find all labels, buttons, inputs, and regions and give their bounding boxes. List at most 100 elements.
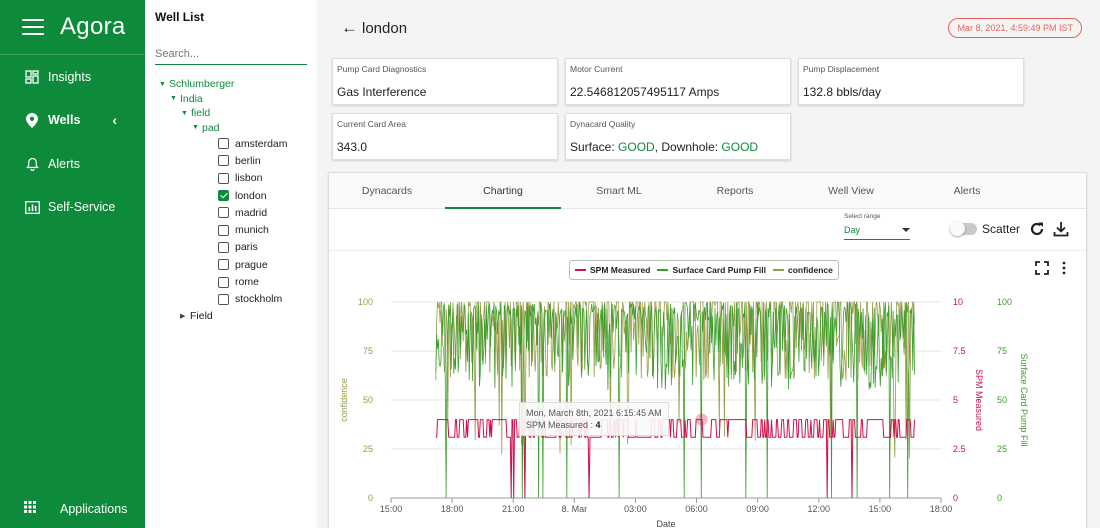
chart-legend: SPM Measured Surface Card Pump Fill conf… (569, 260, 839, 280)
well-list-title: Well List (155, 10, 205, 24)
well-checkbox[interactable] (218, 207, 229, 219)
well-item-rome[interactable]: rome (155, 273, 307, 290)
bell-icon (24, 156, 40, 172)
well-label: paris (235, 241, 258, 254)
card-value: Surface: GOOD, Downhole: GOOD (570, 140, 759, 154)
caret-down-icon[interactable]: ▼ (159, 80, 166, 88)
more-vert-icon[interactable] (1060, 261, 1068, 275)
tab-dynacards[interactable]: Dynacards (361, 185, 413, 197)
fullscreen-icon[interactable] (1035, 261, 1049, 275)
y-axis-title-fill: Surface Card Pump Fill (1019, 353, 1029, 446)
card-pump-card-diagnostics: Pump Card Diagnostics Gas Interference (332, 58, 558, 105)
y-tick-confidence: 0 (368, 493, 373, 503)
well-label: munich (235, 224, 269, 237)
chart-tooltip: Mon, March 8th, 2021 6:15:45 AM SPM Meas… (519, 402, 669, 436)
series-line-spm (435, 419, 915, 499)
brand-name: Agora (60, 13, 126, 40)
tab-smart-ml[interactable]: Smart ML (596, 185, 642, 197)
well-checkbox[interactable] (218, 138, 229, 150)
sidebar-item-alerts[interactable]: Alerts (0, 142, 145, 186)
well-checkbox[interactable] (218, 155, 229, 167)
chart-toolbar: Select range Day Scatter (329, 209, 1086, 251)
caret-right-icon[interactable]: ▶ (180, 313, 186, 321)
caret-down-icon[interactable]: ▼ (181, 109, 188, 117)
well-item-berlin[interactable]: berlin (155, 152, 307, 169)
tree-node-field[interactable]: ▼ field (181, 107, 211, 120)
refresh-icon[interactable] (1028, 220, 1046, 238)
download-icon[interactable] (1052, 220, 1070, 238)
chart-area: 0 0 0 25 2.5 25 50 5 50 75 7.5 75 100 10 100 15:00 18:00… (329, 252, 1086, 528)
well-item-prague[interactable]: prague (155, 256, 307, 273)
legend-item-confidence[interactable]: confidence (773, 265, 833, 275)
well-checkbox[interactable] (218, 293, 229, 305)
tree-node-india[interactable]: ▼ India (170, 92, 203, 105)
y-tick-confidence: 50 (363, 395, 373, 405)
applications-link[interactable]: Applications (24, 501, 127, 516)
location-pin-icon (24, 112, 40, 128)
well-item-lisbon[interactable]: lisbon (155, 170, 307, 187)
caret-down-icon[interactable]: ▼ (170, 95, 177, 103)
card-title: Current Card Area (337, 119, 406, 129)
scatter-toggle[interactable] (950, 221, 977, 236)
legend-item-spm[interactable]: SPM Measured (575, 265, 650, 275)
well-item-amsterdam[interactable]: amsterdam (155, 135, 307, 152)
card-value: 343.0 (337, 140, 368, 154)
tab-well-view[interactable]: Well View (828, 185, 874, 197)
y-tick-fill: 25 (997, 444, 1007, 454)
well-tree: ▼ Schlumberger ▼ India ▼ field ▼ pad ams… (155, 77, 307, 323)
sidebar-item-self-service[interactable]: Self-Service (0, 186, 145, 230)
well-item-paris[interactable]: paris (155, 239, 307, 256)
x-tick-label: 8. Mar (562, 504, 588, 514)
back-button[interactable]: ← london (341, 18, 407, 38)
tree-node-pad[interactable]: ▼ pad (192, 121, 220, 134)
card-current-card-area: Current Card Area 343.0 (332, 113, 558, 160)
legend-item-fill[interactable]: Surface Card Pump Fill (657, 265, 766, 275)
tree-node-schlumberger[interactable]: ▼ Schlumberger (159, 78, 235, 91)
well-label: prague (235, 258, 268, 271)
well-item-madrid[interactable]: madrid (155, 204, 307, 221)
y-tick-spm: 7.5 (953, 346, 966, 356)
range-select[interactable]: Select range Day (844, 213, 910, 240)
card-title: Motor Current (570, 64, 623, 74)
sidebar-item-label: Insights (48, 69, 92, 84)
card-value: 22.546812057495117 Amps (570, 85, 720, 99)
y-tick-fill: 75 (997, 346, 1007, 356)
well-checkbox[interactable] (218, 241, 229, 253)
card-value: 132.8 bbls/day (803, 85, 882, 99)
sidebar-item-wells[interactable]: Wells ‹ (0, 99, 145, 143)
page-title: london (362, 19, 408, 37)
y-axis-title-spm: SPM Measured (974, 369, 984, 431)
well-item-munich[interactable]: munich (155, 221, 307, 238)
tab-alerts[interactable]: Alerts (953, 185, 981, 197)
x-axis-title: Date (656, 519, 675, 528)
well-checkbox[interactable] (218, 259, 229, 271)
well-item-london[interactable]: london (155, 187, 307, 204)
well-item-stockholm[interactable]: stockholm (155, 291, 307, 308)
range-select-value[interactable]: Day (844, 220, 910, 240)
tab-reports[interactable]: Reports (716, 185, 754, 197)
well-search-input[interactable] (155, 44, 307, 65)
series-line-pump-fill (435, 301, 915, 499)
card-dynacard-quality: Dynacard Quality Surface: GOOD, Downhole… (565, 113, 791, 160)
x-tick-label: 03:00 (624, 504, 647, 514)
well-checkbox[interactable] (218, 190, 229, 202)
y-tick-fill: 0 (997, 493, 1002, 503)
well-label: rome (235, 276, 259, 289)
tab-charting[interactable]: Charting (445, 173, 561, 209)
well-checkbox[interactable] (218, 276, 229, 288)
dropdown-arrow-icon (902, 228, 910, 232)
card-value: Gas Interference (337, 85, 427, 99)
caret-down-icon[interactable]: ▼ (192, 124, 199, 132)
sidebar-item-insights[interactable]: Insights (0, 55, 145, 99)
hamburger-menu-icon[interactable] (22, 19, 44, 35)
apps-grid-icon (24, 501, 36, 516)
well-checkbox[interactable] (218, 224, 229, 236)
well-checkbox[interactable] (218, 172, 229, 184)
chevron-left-icon[interactable]: ‹ (112, 112, 117, 129)
y-tick-spm: 0 (953, 493, 958, 503)
x-tick-label: 09:00 (746, 504, 769, 514)
y-tick-confidence: 75 (363, 346, 373, 356)
charting-panel: Dynacards Charting Smart ML Reports Well… (328, 172, 1087, 528)
tree-node-field-collapsed[interactable]: ▶ Field (180, 310, 213, 323)
x-tick-label: 18:00 (441, 504, 464, 514)
